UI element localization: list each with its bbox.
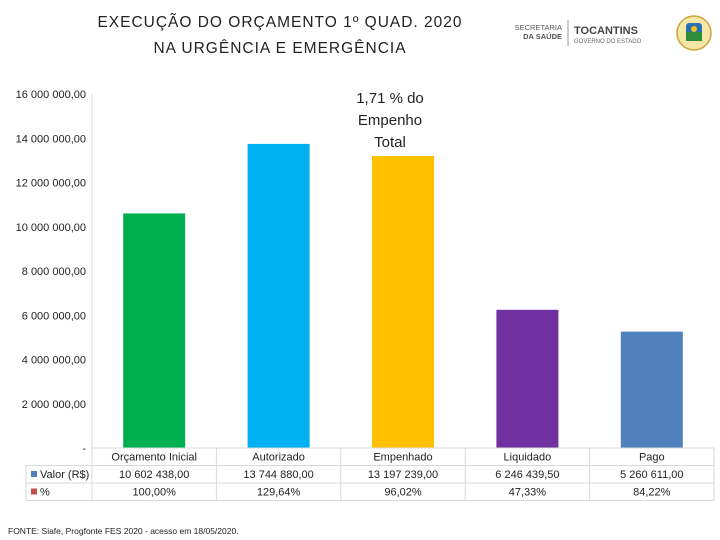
bar-5 <box>620 331 683 448</box>
y-tick-label: - <box>82 443 86 455</box>
y-tick-label: 10 000 000,00 <box>16 222 86 234</box>
table-cell: 84,22% <box>633 487 671 499</box>
logo-governo: GOVERNO DO ESTADO <box>574 39 642 45</box>
coat-of-arms-icon <box>676 15 712 51</box>
bars <box>123 143 683 448</box>
y-tick-label: 6 000 000,00 <box>22 310 86 322</box>
table-cell: 129,64% <box>257 487 301 499</box>
category-label: Orçamento Inicial <box>111 452 197 464</box>
y-tick-label: 14 000 000,00 <box>16 133 86 145</box>
table-cell: 100,00% <box>132 487 176 499</box>
y-tick-label: 2 000 000,00 <box>22 399 86 411</box>
category-label: Autorizado <box>252 452 305 464</box>
chart-title-line2: NA URGÊNCIA E EMERGÊNCIA <box>153 40 407 57</box>
y-axis: - 2 000 000,00 4 000 000,00 6 000 000,00 8 0… <box>16 89 93 455</box>
legend-key <box>31 471 37 477</box>
y-tick-label: 12 000 000,00 <box>16 178 86 190</box>
logo-tocantins: TOCANTINS <box>574 25 638 37</box>
table-cell: 96,02% <box>384 487 422 499</box>
legend-label: Valor (R$) <box>40 469 89 481</box>
y-tick-label: 8 000 000,00 <box>22 266 86 278</box>
table-cell: 10 602 438,00 <box>119 469 189 481</box>
table-cell: 13 197 239,00 <box>368 469 438 481</box>
table-cell: 6 246 439,50 <box>495 469 559 481</box>
source-note: FONTE: Siafe, Progfonte FES 2020 - acess… <box>8 526 239 536</box>
category-label: Pago <box>639 452 665 464</box>
bar-4 <box>496 309 559 448</box>
category-label: Empenhado <box>373 452 432 464</box>
chart-title-line1: EXECUÇÃO DO ORÇAMENTO 1º QUAD. 2020 <box>97 14 463 31</box>
legend-label: % <box>40 487 50 499</box>
data-table: Orçamento Inicial Autorizado Empenhado Liqu… <box>25 447 715 501</box>
annotation-empenho-total: 1,71 % do Empenho Total <box>356 90 424 151</box>
category-label: Liquidado <box>504 452 552 464</box>
logo-secretaria-line2: DA SAÚDE <box>523 32 562 41</box>
y-tick-label: 16 000 000,00 <box>16 89 86 101</box>
logo-secretaria-line1: SECRETARIA <box>515 23 562 32</box>
table-cell: 47,33% <box>509 487 547 499</box>
y-tick-label: 4 000 000,00 <box>22 355 86 367</box>
bar-1 <box>123 213 186 448</box>
table-cell: 5 260 611,00 <box>620 469 683 481</box>
bar-2 <box>247 143 310 448</box>
table-cell: 13 744 880,00 <box>243 469 313 481</box>
government-logos: SECRETARIA DA SAÚDE TOCANTINS GOVERNO DO… <box>515 15 712 51</box>
bar-3 <box>372 156 434 448</box>
legend-key <box>31 488 37 495</box>
